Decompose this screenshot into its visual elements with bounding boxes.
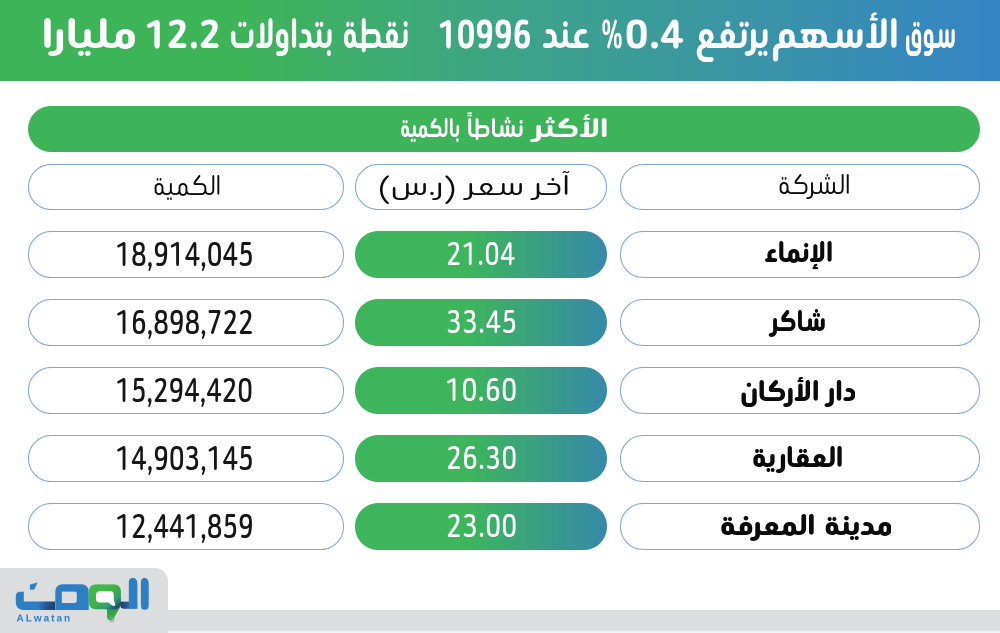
svg-text:ALwatan: ALwatan bbox=[17, 614, 73, 625]
